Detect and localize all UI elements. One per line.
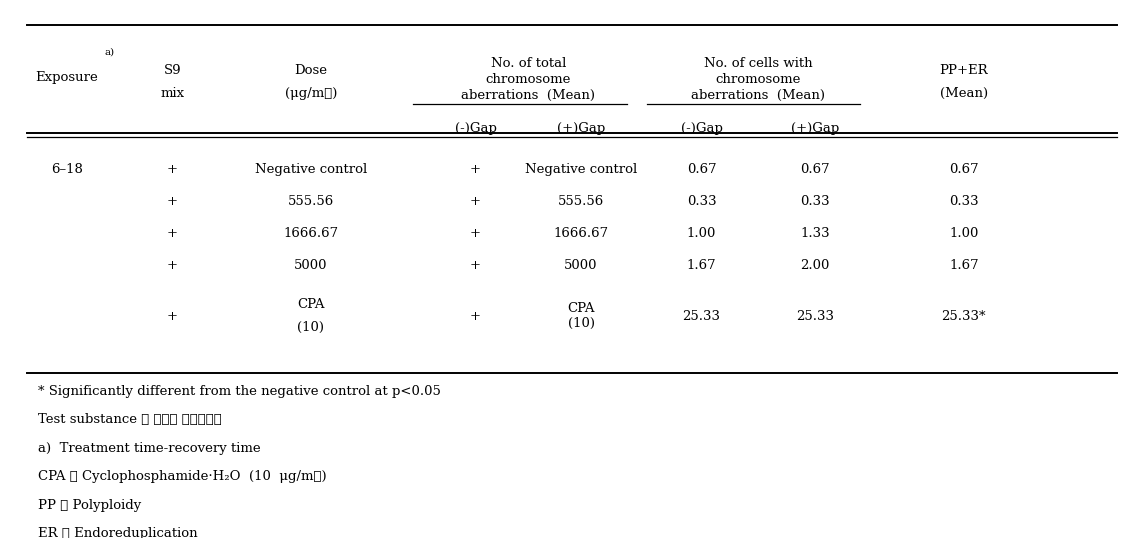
Text: +: + — [470, 227, 480, 240]
Text: (10): (10) — [297, 321, 324, 334]
Text: (Mean): (Mean) — [939, 87, 988, 100]
Text: No. of cells with: No. of cells with — [704, 57, 812, 70]
Text: 0.33: 0.33 — [686, 195, 716, 208]
Text: a)  Treatment time-recovery time: a) Treatment time-recovery time — [38, 442, 261, 455]
Text: +: + — [167, 227, 177, 240]
Text: 25.33*: 25.33* — [942, 309, 986, 323]
Text: (-)Gap: (-)Gap — [454, 122, 496, 134]
Text: +: + — [470, 163, 480, 176]
Text: 0.67: 0.67 — [950, 163, 978, 176]
Text: 1666.67: 1666.67 — [554, 227, 609, 240]
Text: * Significantly different from the negative control at p<0.05: * Significantly different from the negat… — [38, 385, 442, 398]
Text: aberrations  (Mean): aberrations (Mean) — [691, 89, 825, 102]
Text: aberrations  (Mean): aberrations (Mean) — [461, 89, 595, 102]
Text: Exposure: Exposure — [35, 71, 98, 84]
Text: (+)Gap: (+)Gap — [557, 122, 605, 134]
Text: 555.56: 555.56 — [287, 195, 334, 208]
Text: +: + — [470, 195, 480, 208]
Text: 1.33: 1.33 — [800, 227, 829, 240]
Text: +: + — [167, 163, 177, 176]
Text: Test substance ： 해방풍 열수추출물: Test substance ： 해방풍 열수추출물 — [38, 413, 222, 426]
Text: (+)Gap: (+)Gap — [791, 122, 840, 134]
Text: +: + — [470, 309, 480, 323]
Text: 2.00: 2.00 — [801, 259, 829, 272]
Text: CPA ： Cyclophosphamide·H₂O  (10  μg/mℓ): CPA ： Cyclophosphamide·H₂O (10 μg/mℓ) — [38, 470, 327, 483]
Text: ER ： Endoreduplication: ER ： Endoreduplication — [38, 527, 198, 538]
Text: 5000: 5000 — [294, 259, 327, 272]
Text: +: + — [167, 309, 177, 323]
Text: a): a) — [104, 48, 114, 57]
Text: chromosome: chromosome — [715, 73, 801, 86]
Text: Negative control: Negative control — [255, 163, 367, 176]
Text: Negative control: Negative control — [525, 163, 637, 176]
Text: CPA: CPA — [297, 298, 325, 311]
Text: 5000: 5000 — [564, 259, 598, 272]
Text: +: + — [167, 195, 177, 208]
Text: +: + — [167, 259, 177, 272]
Text: 1666.67: 1666.67 — [284, 227, 339, 240]
Text: CPA
(10): CPA (10) — [567, 302, 595, 330]
Text: 6–18: 6–18 — [50, 163, 82, 176]
Text: No. of total: No. of total — [491, 57, 566, 70]
Text: 1.67: 1.67 — [686, 259, 716, 272]
Text: PP ： Polyploidy: PP ： Polyploidy — [38, 499, 142, 512]
Text: S9: S9 — [164, 64, 181, 77]
Text: PP+ER: PP+ER — [939, 64, 988, 77]
Text: mix: mix — [160, 87, 184, 100]
Text: 1.67: 1.67 — [950, 259, 978, 272]
Text: 0.67: 0.67 — [800, 163, 829, 176]
Text: 0.33: 0.33 — [950, 195, 978, 208]
Text: 555.56: 555.56 — [558, 195, 604, 208]
Text: 0.33: 0.33 — [800, 195, 829, 208]
Text: 25.33: 25.33 — [796, 309, 834, 323]
Text: 1.00: 1.00 — [686, 227, 716, 240]
Text: 0.67: 0.67 — [686, 163, 716, 176]
Text: chromosome: chromosome — [485, 73, 571, 86]
Text: Dose: Dose — [294, 64, 327, 77]
Text: +: + — [470, 259, 480, 272]
Text: (-)Gap: (-)Gap — [681, 122, 722, 134]
Text: 1.00: 1.00 — [950, 227, 978, 240]
Text: (μg/mℓ): (μg/mℓ) — [285, 87, 337, 100]
Text: 25.33: 25.33 — [683, 309, 721, 323]
